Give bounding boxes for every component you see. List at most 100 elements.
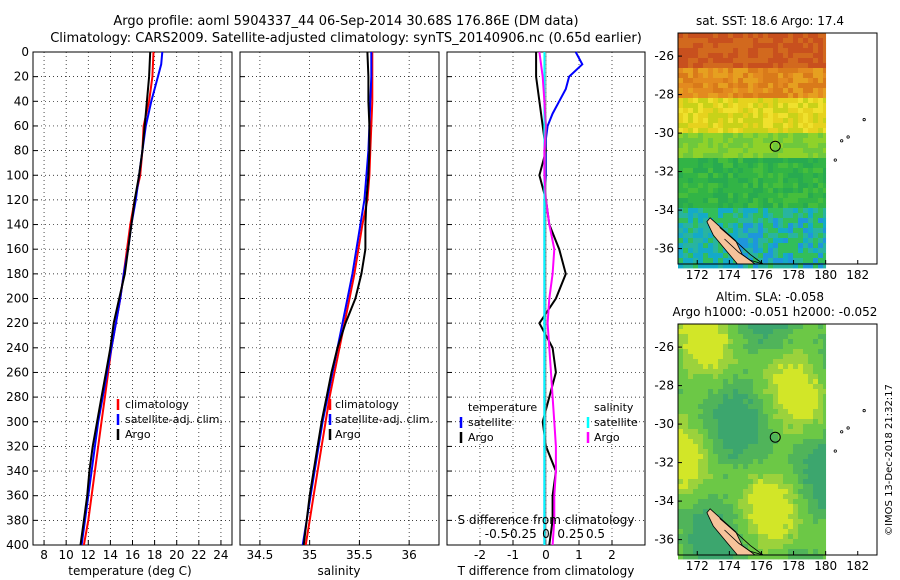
map-cell <box>708 334 714 340</box>
map-cell <box>768 474 774 480</box>
map-cell <box>678 389 684 395</box>
map-cell <box>698 133 704 139</box>
map-cell <box>748 439 754 445</box>
map-cell <box>788 489 794 495</box>
map-cell <box>748 158 754 164</box>
map-cell <box>818 344 824 350</box>
map-cell <box>773 63 779 69</box>
map-cell <box>748 464 754 470</box>
map-cell <box>718 123 724 129</box>
map-cell <box>728 379 734 385</box>
map-cell <box>753 88 759 94</box>
map-cell <box>763 549 769 555</box>
map-cell <box>818 183 824 189</box>
map-cell <box>738 233 744 239</box>
map-cell <box>758 123 764 129</box>
map-cell <box>778 193 784 199</box>
map-cell <box>818 484 824 490</box>
map-cell <box>683 68 689 74</box>
map-cell <box>813 223 819 229</box>
map-cell <box>808 143 814 149</box>
map-cell <box>743 78 749 84</box>
map-cell <box>813 103 819 109</box>
map-cell <box>758 544 764 550</box>
map-cell <box>713 193 719 199</box>
map-cell <box>778 33 784 39</box>
map-cell <box>758 484 764 490</box>
map-cell <box>733 128 739 134</box>
map-cell <box>818 389 824 395</box>
map-cell <box>713 474 719 480</box>
map-cell <box>708 424 714 430</box>
map-cell <box>693 123 699 129</box>
map-cell <box>808 53 814 59</box>
map-cell <box>763 33 769 39</box>
map-cell <box>773 479 779 485</box>
map-cell <box>793 163 799 169</box>
map-cell <box>813 554 819 560</box>
map-cell <box>688 404 694 410</box>
map-cell <box>763 73 769 79</box>
map-cell <box>753 123 759 129</box>
map-cell <box>788 454 794 460</box>
map-cell <box>753 63 759 69</box>
map-cell <box>748 499 754 505</box>
map-cell <box>713 349 719 355</box>
map-cell <box>773 93 779 99</box>
map-cell <box>743 429 749 435</box>
map-cell <box>753 424 759 430</box>
map-cell <box>773 203 779 209</box>
map-cell <box>743 43 749 49</box>
map-cell <box>728 203 734 209</box>
map-cell <box>813 93 819 99</box>
map-cell <box>688 349 694 355</box>
map-cell <box>708 118 714 124</box>
map-cell <box>703 509 709 515</box>
map-cell <box>688 419 694 425</box>
map-cell <box>778 454 784 460</box>
map-cell <box>743 474 749 480</box>
map-cell <box>713 429 719 435</box>
map-cell <box>753 213 759 219</box>
map-cell <box>753 38 759 44</box>
map-cell <box>693 334 699 340</box>
legend-title-temperature: temperature <box>468 401 537 414</box>
map-cell <box>783 103 789 109</box>
map-cell <box>678 143 684 149</box>
map-cell <box>748 98 754 104</box>
map-cell <box>688 103 694 109</box>
map-cell <box>783 344 789 350</box>
map-cell <box>678 529 684 535</box>
map-cell <box>788 153 794 159</box>
map-cell <box>813 539 819 545</box>
map-cell <box>748 399 754 405</box>
map-cell <box>753 243 759 249</box>
map-cell <box>733 429 739 435</box>
map-cell <box>718 173 724 179</box>
map-cell <box>703 198 709 204</box>
map-cell <box>748 434 754 440</box>
map-cell <box>683 83 689 89</box>
map-cell <box>808 339 814 345</box>
map-cell <box>743 173 749 179</box>
map-cell <box>813 203 819 209</box>
map-cell <box>708 464 714 470</box>
map-cell <box>678 404 684 410</box>
map-cell <box>773 329 779 335</box>
map-cell <box>758 464 764 470</box>
map-cell <box>698 208 704 214</box>
map-cell <box>748 118 754 124</box>
map-cell <box>738 474 744 480</box>
map-cell <box>778 78 784 84</box>
map-cell <box>808 113 814 119</box>
map-cell <box>713 143 719 149</box>
map-cell <box>768 354 774 360</box>
map-cell <box>788 399 794 405</box>
map-cell <box>773 529 779 535</box>
map-cell <box>818 334 824 340</box>
map-cell <box>723 183 729 189</box>
map-cell <box>778 173 784 179</box>
map-cell <box>683 329 689 335</box>
map-cell <box>708 198 714 204</box>
map-cell <box>738 103 744 109</box>
